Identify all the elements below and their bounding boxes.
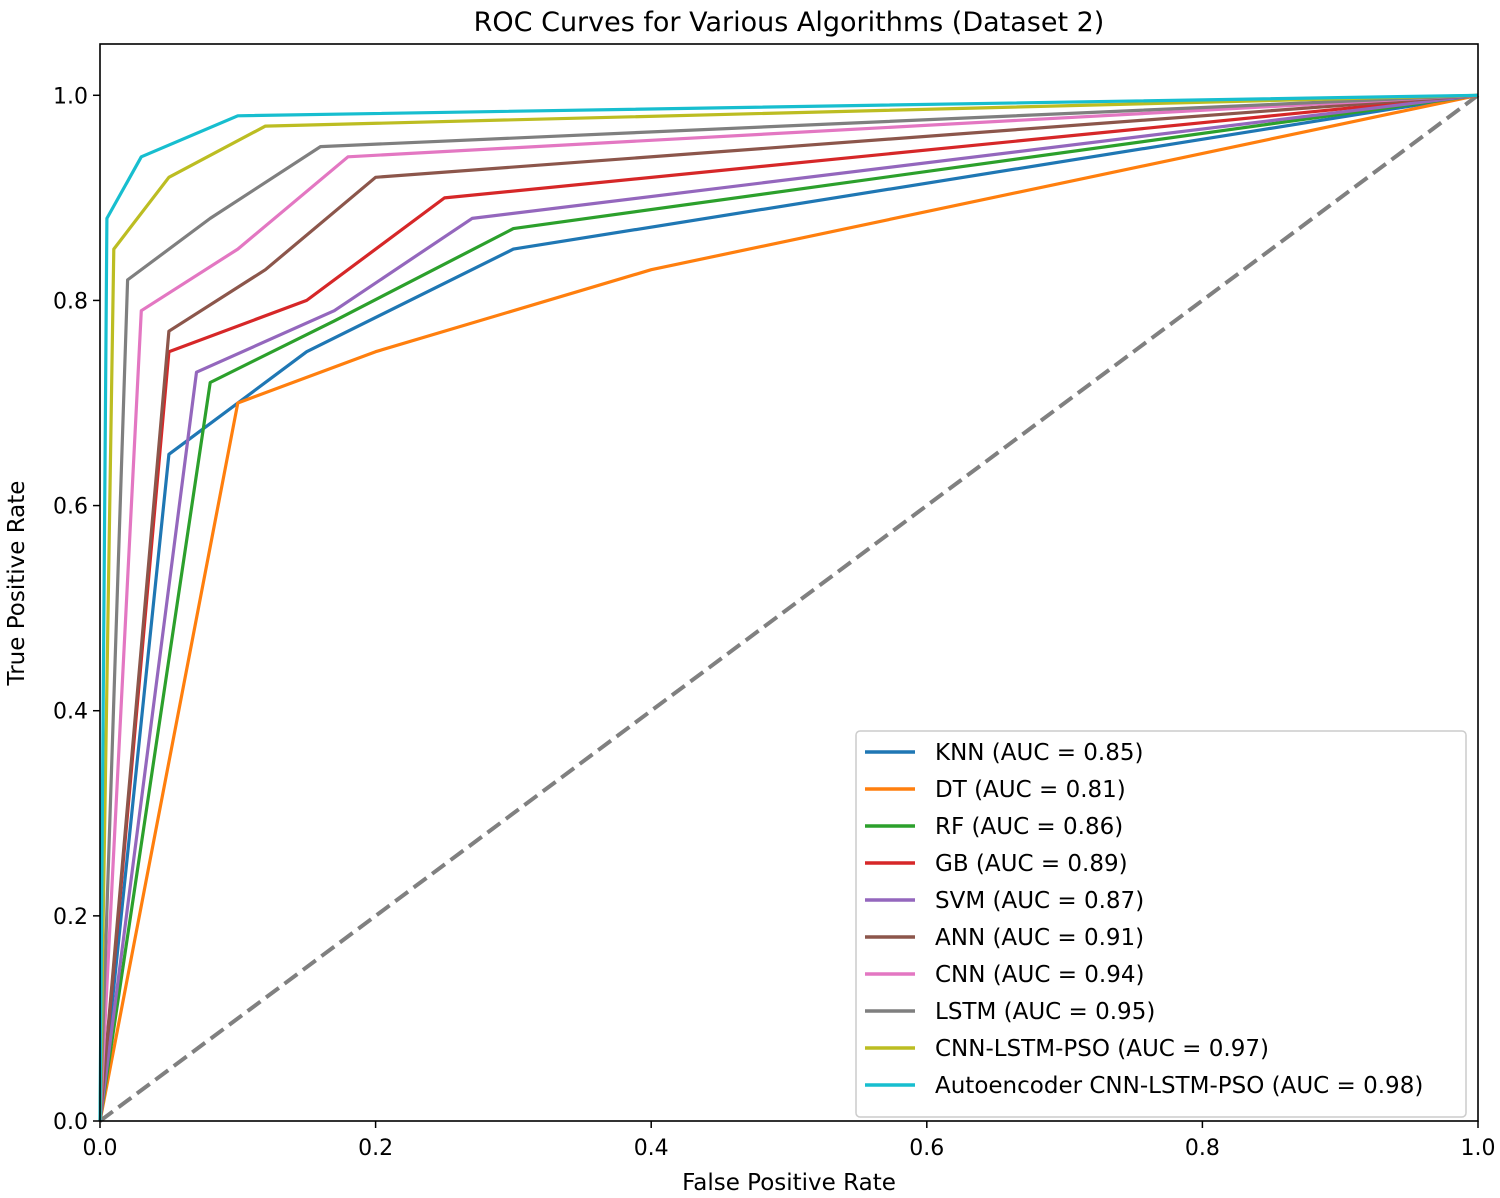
legend-box <box>855 730 1467 1118</box>
legend-label-5: ANN (AUC = 0.91) <box>935 925 1144 951</box>
x-tick-label: 0.6 <box>909 1136 944 1161</box>
y-tick-label: 1.0 <box>53 84 88 109</box>
series-line-8 <box>98 93 1479 1122</box>
legend-label-7: LSTM (AUC = 0.95) <box>935 999 1155 1025</box>
x-tick-label: 0.4 <box>634 1136 669 1161</box>
series-line-2 <box>98 93 1479 1122</box>
y-axis-label: True Positive Rate <box>4 481 30 687</box>
legend: KNN (AUC = 0.85) DT (AUC = 0.81) RF (AUC =… <box>855 730 1467 1118</box>
series-line-4 <box>98 93 1479 1122</box>
legend-label-1: DT (AUC = 0.81) <box>935 777 1126 803</box>
plot-frame <box>99 43 1479 1122</box>
series-line-1 <box>98 93 1479 1122</box>
y-tick-label: 0.6 <box>53 495 88 520</box>
x-tick-label: 0.8 <box>1185 1136 1220 1161</box>
series-line-0 <box>98 93 1479 1122</box>
y-tick-label: 0.2 <box>53 905 88 930</box>
plot-area: 0.0 0.2 0.4 0.6 0.8 1.0 0.0 0.2 0.4 0.6 0.8 1.0 <box>53 43 1496 1161</box>
reference-diagonal-line <box>98 93 1480 1123</box>
legend-label-6: CNN (AUC = 0.94) <box>935 962 1144 988</box>
legend-label-4: SVM (AUC = 0.87) <box>935 888 1144 914</box>
chart-title: ROC Curves for Various Algorithms (Datas… <box>474 7 1105 38</box>
legend-label-0: KNN (AUC = 0.85) <box>935 740 1143 766</box>
x-tick-label: 0.2 <box>358 1136 393 1161</box>
series-line-6 <box>98 93 1479 1122</box>
y-tick-label: 0.8 <box>53 289 88 314</box>
y-tick-label: 0.0 <box>53 1110 88 1135</box>
series-line-7 <box>98 93 1479 1122</box>
legend-label-3: GB (AUC = 0.89) <box>935 851 1128 877</box>
legend-label-8: CNN-LSTM-PSO (AUC = 0.97) <box>935 1036 1269 1062</box>
series-line-9 <box>98 93 1479 1122</box>
legend-label-9: Autoencoder CNN-LSTM-PSO (AUC = 0.98) <box>935 1073 1423 1099</box>
x-tick-label: 1.0 <box>1461 1136 1496 1161</box>
x-axis-label: False Positive Rate <box>682 1170 896 1196</box>
series-line-5 <box>98 93 1479 1122</box>
y-tick-label: 0.4 <box>53 700 88 725</box>
legend-label-2: RF (AUC = 0.86) <box>935 814 1123 840</box>
x-tick-label: 0.0 <box>83 1136 118 1161</box>
